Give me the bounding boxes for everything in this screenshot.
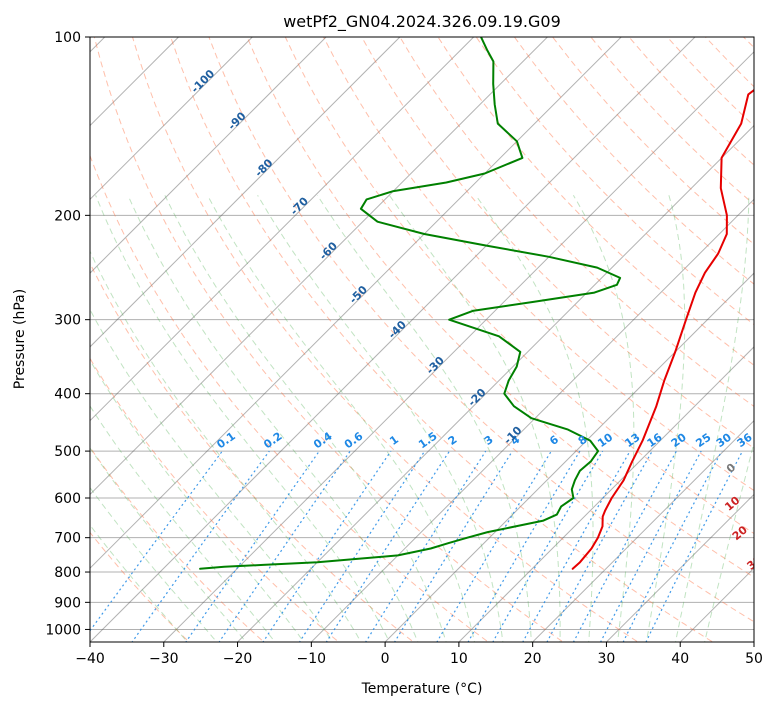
adiabat-layer (90, 37, 754, 642)
mixing-ratio-line (131, 450, 270, 642)
axis-layer: −40 −30 −20 −10 0 10 20 30 40 50 1000 900 800 700 600 5… (45, 30, 763, 667)
mixing-ratio-line (572, 450, 677, 642)
isotherm-line (90, 37, 253, 201)
plot-background (90, 37, 754, 642)
dry-adiabat-line (284, 37, 754, 535)
isotherm-line (163, 51, 754, 642)
isotherm-line (237, 124, 754, 642)
dry-adiabat-line (361, 37, 754, 449)
y-tick-label: 500 (54, 444, 81, 460)
mixing-ratio-line (185, 450, 320, 642)
plot-area (90, 37, 754, 642)
dry-adiabat-line (90, 154, 490, 642)
moist-adiabat-line (674, 195, 750, 642)
temperature-profile (571, 88, 754, 570)
moist-adiabat-line (704, 440, 754, 642)
x-tick-label: 20 (524, 651, 542, 667)
dry-adiabat-label: 40 (761, 581, 775, 601)
frame-layer (89, 36, 755, 643)
dry-adiabat-line (90, 357, 340, 642)
isotherm-line (458, 346, 754, 642)
series-layer (199, 37, 754, 570)
x-tick-label: 50 (745, 651, 763, 667)
x-tick-label: −40 (75, 651, 105, 667)
isotherm-line (606, 493, 754, 642)
mixing-ratio-line (218, 450, 351, 642)
dry-adiabat-line (323, 37, 754, 492)
dry-adiabat-line (132, 37, 639, 642)
moist-adiabat-line (90, 250, 362, 642)
isotherm-line (532, 419, 754, 642)
x-tick-label: −20 (223, 651, 253, 667)
dry-adiabat-line (208, 37, 754, 623)
y-tick-label: 1000 (45, 622, 81, 638)
isotherm-line (90, 37, 622, 569)
moist-adiabat-line (388, 195, 561, 642)
mixing-ratio-line (522, 450, 631, 642)
chart-title: wetPf2_GN04.2024.326.09.19.G09 (283, 12, 561, 32)
y-tick-label: 200 (54, 208, 81, 224)
mixing-ratio-line (262, 450, 392, 642)
y-tick-label: 300 (54, 313, 81, 329)
x-tick-label: 0 (381, 651, 390, 667)
y-axis-title: Pressure (hPa) (12, 289, 28, 389)
mixing-ratio-line (467, 450, 581, 642)
plot-frame (89, 36, 755, 643)
y-tick-label: 400 (54, 387, 81, 403)
x-tick-label: 40 (671, 651, 689, 667)
y-tick-label: 900 (54, 595, 81, 611)
y-tick-label: 100 (54, 30, 81, 46)
isotherm-line (90, 37, 327, 274)
x-tick-label: 30 (598, 651, 616, 667)
moist-adiabat-line (90, 524, 189, 642)
dewpoint-profile (199, 37, 622, 570)
y-tick-label: 600 (54, 491, 81, 507)
y-tick-label: 800 (54, 565, 81, 581)
dry-adiabat-line (93, 37, 564, 642)
x-tick-label: −30 (149, 651, 179, 667)
isotherm-line (90, 37, 696, 642)
mixing-ratio-line (436, 450, 552, 642)
moist-adiabat-line (572, 195, 635, 642)
moist-adiabat-line (257, 195, 504, 642)
moist-adiabat-line (645, 195, 686, 642)
mixing-ratio-line (622, 450, 723, 642)
moist-adiabat-line (127, 195, 419, 642)
mixing-ratio-line (599, 450, 702, 642)
x-tick-label: 10 (450, 651, 468, 667)
isotherm-line (384, 272, 754, 642)
isotherm-line (753, 641, 754, 642)
mixing-ratio-line (298, 450, 426, 642)
dry-adiabat-line (246, 37, 754, 578)
grid-layer (90, 37, 754, 642)
dry-adiabat-line (90, 262, 415, 642)
moist-adiabat-line (316, 195, 532, 642)
moist-adiabat-line (90, 308, 334, 642)
moist-adiabat-line (475, 195, 594, 642)
isotherm-line (90, 37, 401, 348)
dry-adiabat-label: 30 (744, 553, 764, 573)
dry-adiabat-line (90, 446, 265, 642)
mixing-ratio-layer (90, 450, 744, 642)
isotherm-line (310, 198, 754, 642)
mixing-ratio-line (546, 450, 653, 642)
isotherm-line (90, 37, 475, 422)
moist-adiabat-line (90, 486, 218, 642)
y-tick-label: 700 (54, 531, 81, 547)
x-tick-label: −10 (297, 651, 327, 667)
mixing-ratio-line (492, 450, 604, 642)
moist-adiabat-line (95, 195, 390, 642)
mixing-ratio-line (645, 450, 744, 642)
isotherm-line (90, 37, 548, 496)
moist-adiabat-line (164, 195, 447, 642)
x-axis-title: Temperature (°C) (361, 681, 483, 697)
